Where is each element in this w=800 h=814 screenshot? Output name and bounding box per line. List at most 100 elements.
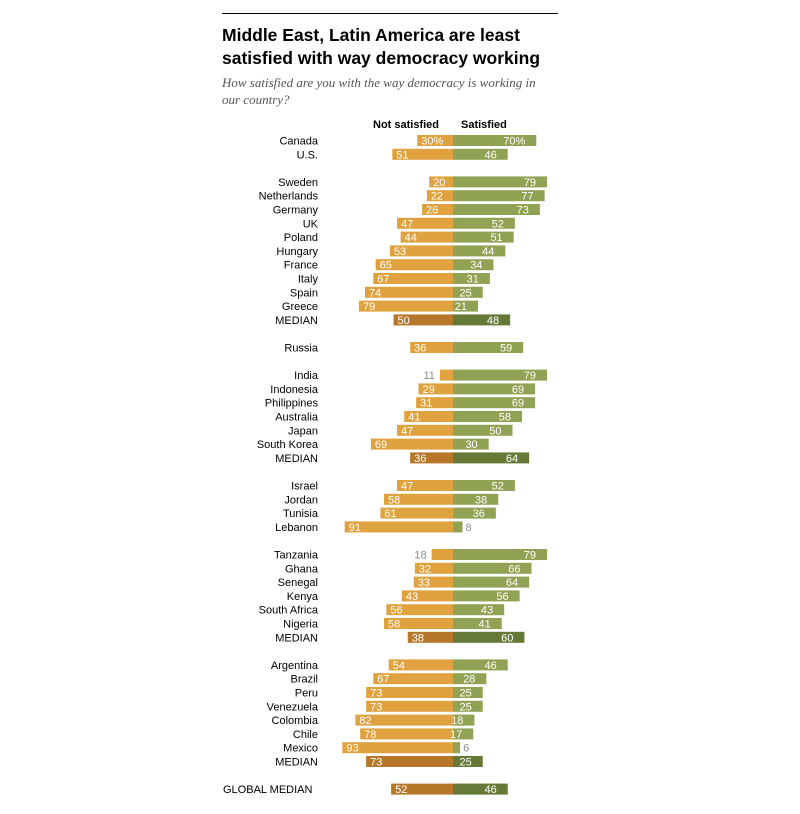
bar-satisfied-lebanon [453,521,463,533]
bar-not-satisfied-global-median [391,783,453,795]
chart-title: Middle East, Latin America are least sat… [222,25,541,68]
value-satisfied-uk: 52 [492,218,504,230]
country-label-ghana: Ghana [285,563,319,575]
country-label-south-africa: South Africa [259,605,319,617]
country-label-chile: Chile [293,729,318,741]
country-label-kenya: Kenya [287,591,319,603]
country-label-germany: Germany [273,205,319,217]
bar-satisfied-uk [453,217,515,229]
bar-satisfied-median [453,756,483,767]
value-not-satisfied-philippines: 31 [420,398,432,410]
bar-satisfied-australia [453,411,523,422]
value-not-satisfied-spain: 74 [369,287,381,299]
value-satisfied-spain: 25 [460,287,472,299]
value-not-satisfied-brazil: 67 [377,674,389,686]
top-rule [222,13,558,14]
bar-satisfied-ghana [453,562,532,574]
value-satisfied-italy: 31 [467,274,479,286]
value-satisfied-chile: 17 [450,729,462,741]
bar-satisfied-japan [453,424,513,436]
chart-subtitle: How satisfied are you with the way democ… [222,75,536,107]
bar-not-satisfied-chile [360,728,453,740]
country-label-tunisia: Tunisia [283,508,319,520]
country-label-senegal: Senegal [278,577,318,589]
value-satisfied-kenya: 56 [496,591,508,603]
bar-satisfied-south-africa [453,604,505,616]
value-satisfied-france: 34 [470,260,482,272]
value-not-satisfied-u-s-: 51 [396,149,408,161]
country-label-median: MEDIAN [275,632,318,644]
value-not-satisfied-median: 38 [412,632,424,644]
country-label-poland: Poland [284,232,318,244]
value-not-satisfied-tunisia: 61 [384,508,396,520]
value-not-satisfied-tanzania: 18 [414,550,426,562]
bar-satisfied-south-korea [453,438,489,450]
country-label-nigeria: Nigeria [283,619,319,631]
value-not-satisfied-nigeria: 58 [388,619,400,631]
value-not-satisfied-netherlands: 22 [431,191,443,203]
bar-satisfied-philippines [453,397,536,409]
value-satisfied-japan: 50 [489,425,501,437]
bar-not-satisfied-greece [358,300,453,312]
country-label-venezuela: Venezuela [267,701,319,713]
bar-not-satisfied-india [439,369,453,381]
bar-satisfied-jordan [453,493,499,505]
country-label-tanzania: Tanzania [274,550,319,562]
bar-satisfied-nigeria [453,618,502,629]
value-satisfied-australia: 58 [499,412,511,424]
bar-not-satisfied-netherlands [426,190,453,202]
value-not-satisfied-italy: 67 [377,274,389,286]
bar-not-satisfied-median [407,631,453,643]
value-satisfied-russia: 59 [500,343,512,355]
bar-satisfied-canada [453,135,537,146]
country-label-france: France [284,260,318,272]
value-not-satisfied-australia: 41 [408,412,420,424]
country-label-median: MEDIAN [275,453,318,465]
bar-not-satisfied-uk [397,217,453,229]
bar-satisfied-france [453,259,494,271]
country-label-netherlands: Netherlands [259,191,319,203]
value-satisfied-argentina: 46 [484,660,496,672]
bar-not-satisfied-kenya [401,590,453,602]
bar-not-satisfied-lebanon [344,521,453,533]
country-label-jordan: Jordan [284,494,318,506]
value-not-satisfied-poland: 44 [405,232,417,244]
bar-satisfied-tunisia [453,507,496,519]
value-not-satisfied-south-korea: 69 [375,439,387,451]
value-not-satisfied-mexico: 93 [346,743,358,755]
bar-not-satisfied-jordan [383,493,453,505]
country-label-greece: Greece [282,301,318,313]
value-satisfied-colombia: 18 [451,715,463,727]
value-satisfied-venezuela: 25 [460,701,472,713]
country-label-philippines: Philippines [265,398,319,410]
country-label-sweden: Sweden [278,177,318,189]
bar-satisfied-mexico [453,742,461,754]
bar-not-satisfied-nigeria [383,618,453,629]
value-not-satisfied-senegal: 33 [418,577,430,589]
value-not-satisfied-indonesia: 29 [422,384,434,396]
bar-not-satisfied-france [375,259,453,271]
value-satisfied-canada: 70% [503,136,525,148]
bar-satisfied-germany [453,204,540,215]
value-satisfied-lebanon: 8 [466,522,472,534]
country-label-spain: Spain [290,287,318,299]
bar-satisfied-israel [453,480,515,491]
country-label-lebanon: Lebanon [275,522,318,534]
value-not-satisfied-hungary: 53 [394,246,406,258]
bar-not-satisfied-median [393,314,453,326]
bar-satisfied-u-s- [453,148,508,160]
country-label-mexico: Mexico [283,743,318,755]
country-label-median: MEDIAN [275,315,318,327]
value-satisfied-philippines: 69 [512,398,524,410]
bar-not-satisfied-south-africa [386,604,453,616]
value-not-satisfied-chile: 78 [364,729,376,741]
value-satisfied-india: 79 [524,370,536,382]
value-satisfied-tanzania: 79 [524,550,536,562]
value-satisfied-peru: 25 [460,688,472,700]
value-not-satisfied-lebanon: 91 [349,522,361,534]
country-label-median: MEDIAN [275,757,318,769]
value-not-satisfied-jordan: 58 [388,494,400,506]
bar-not-satisfied-italy [373,273,453,284]
value-not-satisfied-germany: 26 [426,205,438,217]
value-satisfied-greece: 21 [455,301,467,313]
